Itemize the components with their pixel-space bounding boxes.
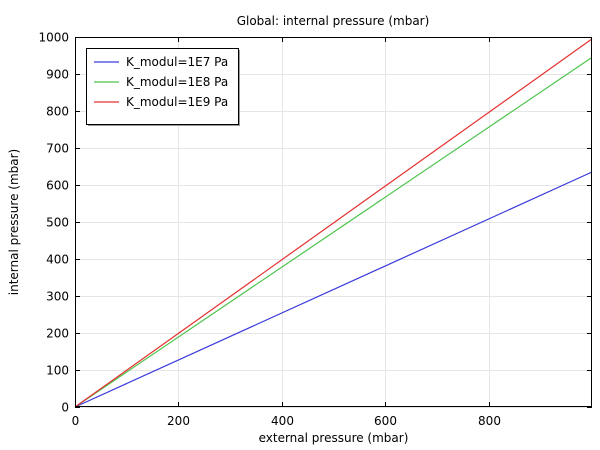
y-tick-label: 600 xyxy=(46,179,69,193)
x-tick-label: 400 xyxy=(271,414,294,428)
x-tick-label: 200 xyxy=(167,414,190,428)
x-tick-label: 600 xyxy=(374,414,397,428)
axis-ticks: 0 200 400 600 800 0 100 200 300 400 500 600 700 800 90… xyxy=(38,31,592,428)
y-tick-label: 300 xyxy=(46,290,69,304)
grid xyxy=(75,37,592,408)
series-line-1 xyxy=(74,171,593,408)
y-tick-label: 400 xyxy=(46,253,69,267)
x-tick-label: 0 xyxy=(72,414,80,428)
legend-items: K_modul=1E7 Pa K_modul=1E8 Pa K_modul=1E9 … xyxy=(94,55,228,109)
y-tick-label: 800 xyxy=(46,105,69,119)
y-tick-label: 700 xyxy=(46,142,69,156)
y-tick-label: 1000 xyxy=(38,31,69,45)
legend-box xyxy=(86,48,239,125)
y-tick-label: 500 xyxy=(46,216,69,230)
x-tick-label: 800 xyxy=(478,414,501,428)
y-tick-label: 0 xyxy=(61,401,69,415)
y-axis-title: internal pressure (mbar) xyxy=(7,149,21,295)
x-axis-title: external pressure (mbar) xyxy=(259,431,409,445)
series-line-3 xyxy=(74,38,593,408)
y-tick-label: 900 xyxy=(46,68,69,82)
legend-label-2: K_modul=1E8 Pa xyxy=(126,75,228,89)
legend-label-1: K_modul=1E7 Pa xyxy=(126,55,228,69)
series-lines xyxy=(74,38,593,408)
series-line-2 xyxy=(74,56,593,408)
y-tick-label: 200 xyxy=(46,327,69,341)
chart-title: Global: internal pressure (mbar) xyxy=(237,14,430,28)
y-tick-label: 100 xyxy=(46,364,69,378)
legend-label-3: K_modul=1E9 Pa xyxy=(126,95,228,109)
legend: K_modul=1E7 Pa K_modul=1E8 Pa K_modul=1E9 … xyxy=(86,48,240,126)
